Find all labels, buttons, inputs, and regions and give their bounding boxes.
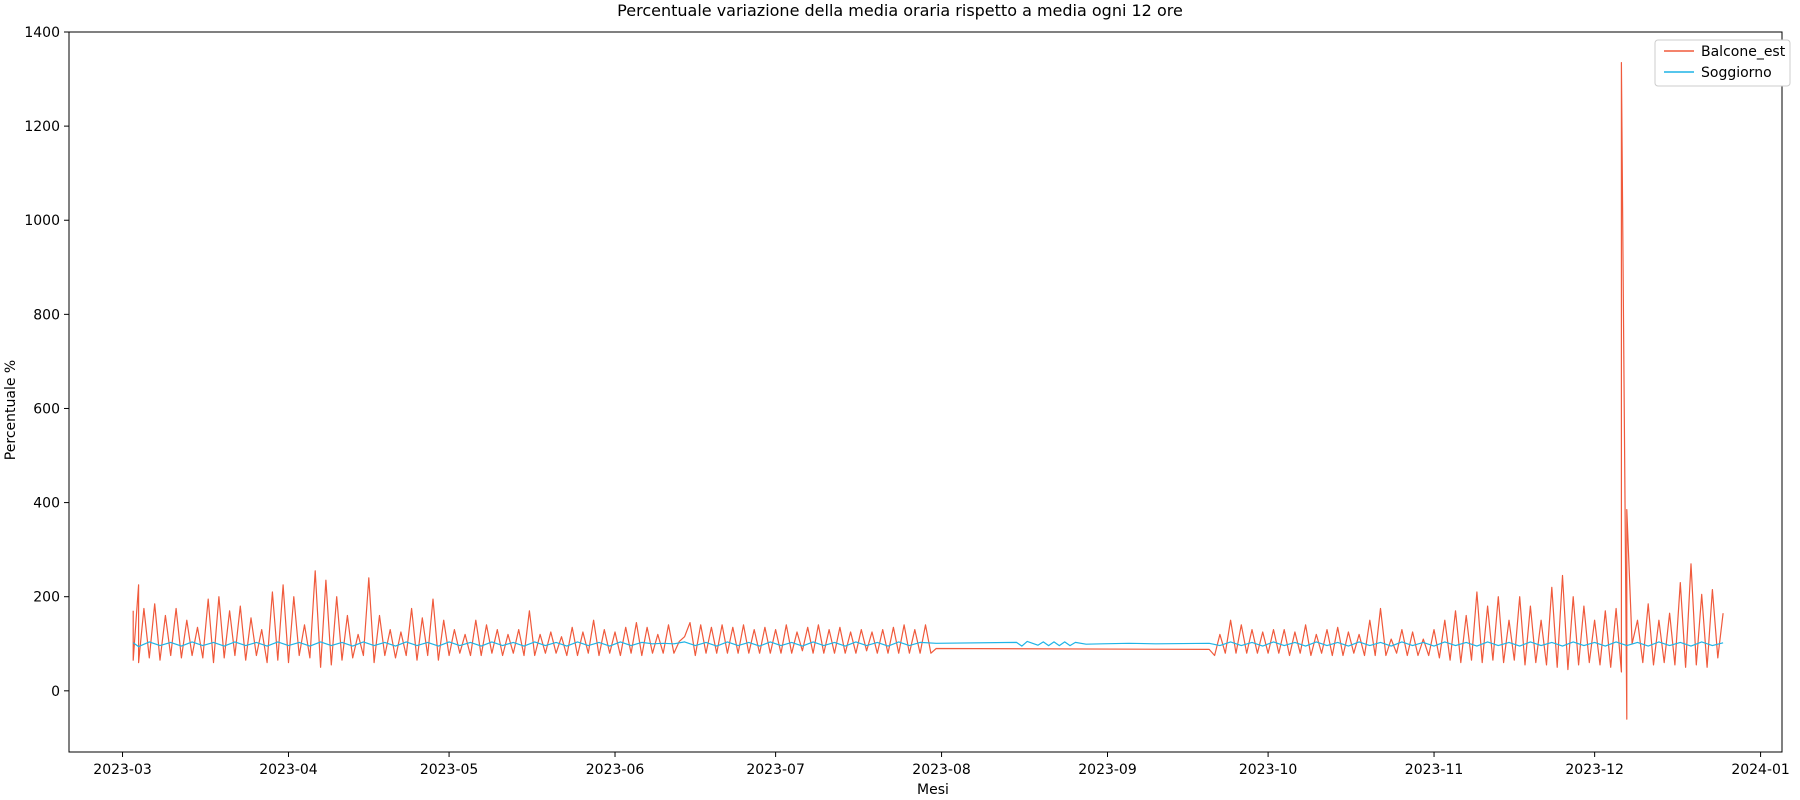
y-tick-label: 200 (33, 590, 60, 606)
y-tick-label: 1000 (24, 213, 60, 229)
x-tick-label: 2023-04 (259, 762, 318, 778)
x-tick-label: 2023-11 (1405, 762, 1464, 778)
chart-title: Percentuale variazione della media orari… (617, 1, 1183, 20)
x-tick-label: 2023-08 (912, 762, 971, 778)
x-tick-label: 2023-03 (93, 762, 152, 778)
y-axis-title: Percentuale % (3, 360, 19, 460)
y-axis: 0 200 400 600 800 1000 1200 1400 (24, 25, 69, 700)
y-tick-label: 1200 (24, 119, 60, 135)
legend-label-soggiorno: Soggiorno (1701, 65, 1772, 81)
x-tick-label: 2023-09 (1078, 762, 1137, 778)
y-tick-label: 1400 (24, 25, 60, 41)
y-tick-label: 0 (51, 684, 60, 700)
x-axis-title: Mesi (917, 782, 949, 798)
x-tick-label: 2023-07 (746, 762, 805, 778)
legend: Balcone_est Soggiorno (1654, 39, 1791, 87)
x-tick-label: 2024-01 (1731, 762, 1790, 778)
plot-area (68, 31, 1783, 753)
series-layer (132, 62, 1724, 720)
series-line-balcone_est (132, 62, 1724, 720)
x-tick-label: 2023-10 (1239, 762, 1298, 778)
x-tick-label: 2023-05 (420, 762, 479, 778)
y-tick-label: 400 (33, 496, 60, 512)
y-tick-label: 600 (33, 401, 60, 417)
series-line-soggiorno (132, 640, 1724, 648)
legend-label-balcone: Balcone_est (1701, 44, 1786, 60)
plot-frame (68, 31, 1783, 753)
y-tick-label: 800 (33, 307, 60, 323)
x-tick-label: 2023-12 (1565, 762, 1624, 778)
x-tick-label: 2023-06 (586, 762, 645, 778)
x-axis: 2023-03 2023-04 2023-05 2023-06 2023-07 2023-… (93, 752, 1790, 778)
